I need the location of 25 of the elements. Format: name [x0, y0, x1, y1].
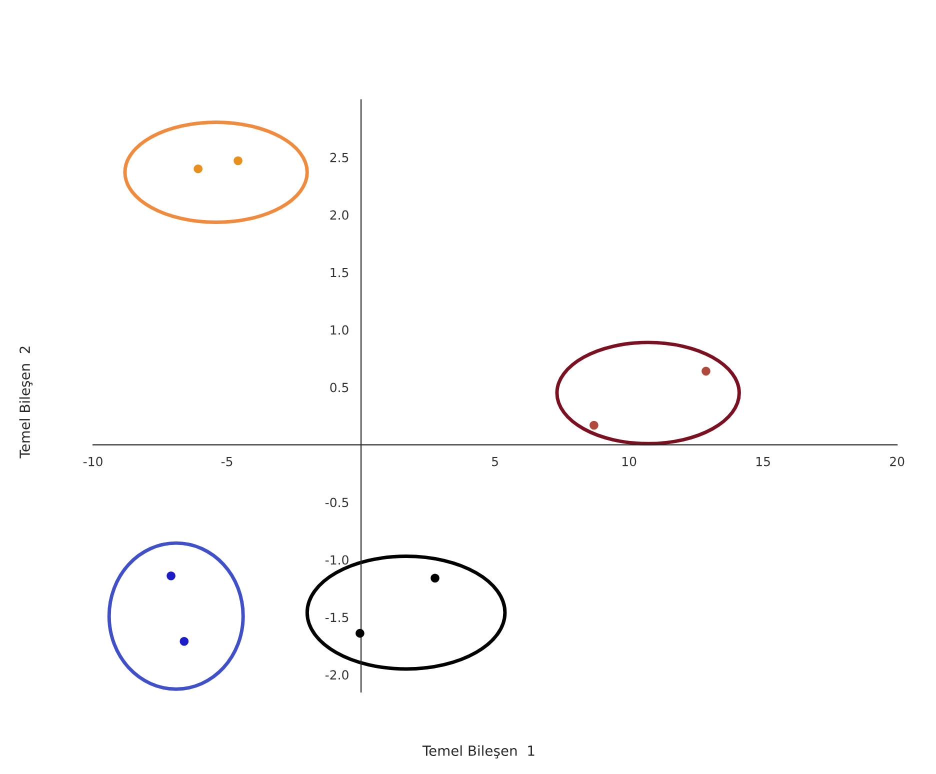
point — [430, 574, 440, 583]
point — [234, 156, 242, 166]
x-tick-label: 5 — [492, 456, 498, 466]
y-tick-label: 1.5 — [330, 268, 348, 278]
x-axis-title: Temel Bileşen 1 — [422, 745, 534, 758]
y-tick-label: 2.0 — [330, 210, 348, 220]
point — [194, 164, 202, 174]
x-tick-label: 10 — [622, 456, 636, 466]
y-tick-label: -1.5 — [325, 612, 348, 622]
y-tick-label: 0.5 — [330, 382, 348, 392]
point — [356, 628, 364, 638]
point — [166, 571, 176, 580]
x-tick-label: -10 — [83, 456, 102, 466]
y-tick-label: -2.0 — [325, 670, 348, 680]
x-tick-label: -5 — [221, 456, 232, 466]
y-tick-label: -0.5 — [325, 498, 348, 508]
x-tick-label: 15 — [756, 456, 770, 466]
y-tick-label: 1.0 — [330, 325, 348, 335]
y-axis-title: Temel Bileşen 2 — [19, 346, 33, 458]
y-tick-label: 2.5 — [330, 152, 348, 162]
x-tick-label: 20 — [890, 456, 904, 466]
y-tick-label: -1.0 — [325, 555, 348, 565]
point — [590, 420, 598, 430]
point — [180, 636, 189, 646]
point — [702, 366, 710, 376]
